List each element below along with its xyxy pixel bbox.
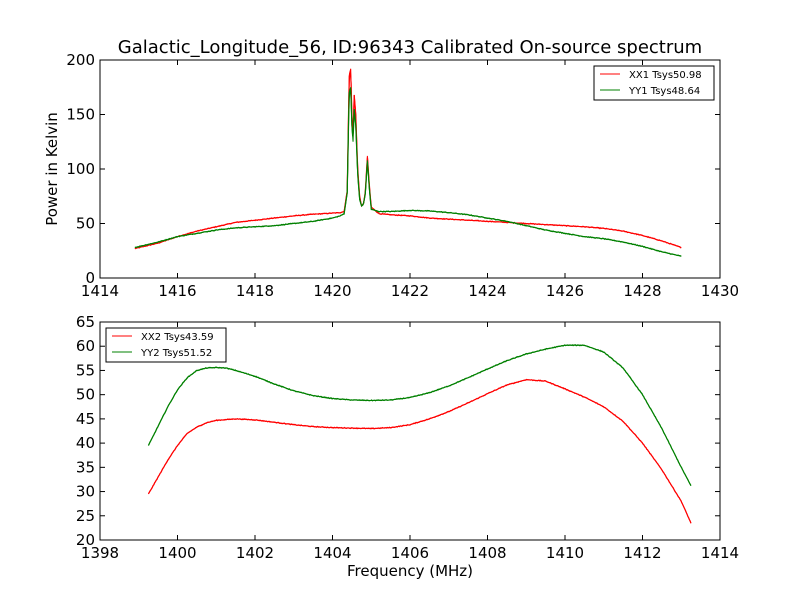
- bottom-plot-y-tick-label: 60: [76, 337, 95, 355]
- bottom-plot-x-tick-label: 1398: [81, 544, 119, 562]
- bottom-plot-x-tick-label: 1410: [546, 544, 584, 562]
- bottom-plot-y-tick-label: 55: [76, 361, 95, 379]
- bottom-plot-x-tick-label: 1404: [313, 544, 351, 562]
- bottom-plot-x-tick-label: 1406: [391, 544, 429, 562]
- bottom-plot-legend: XX2 Tsys43.59 YY2 Tsys51.52: [105, 327, 227, 363]
- bottom-plot-y-tick-label: 25: [76, 507, 95, 525]
- bottom-plot-y-tick-label: 35: [76, 458, 95, 476]
- bottom-plot-x-tick-label: 1400: [158, 544, 196, 562]
- bottom-plot-x-tick-label: 1414: [701, 544, 739, 562]
- bottom-plot-y-tick-label: 45: [76, 410, 95, 428]
- top-plot-y-tick-label: 200: [66, 51, 95, 69]
- bottom-plot-y-tick-label: 20: [76, 531, 95, 549]
- top-plot: Galactic_Longitude_56, ID:96343 Calibrat…: [43, 37, 739, 300]
- top-plot-y-tick-label: 150: [66, 106, 95, 124]
- bottom-plot-x-axis-label: Frequency (MHz): [347, 562, 473, 580]
- bottom-plot-legend-box: [105, 327, 227, 363]
- top-plot-series-group: [134, 68, 682, 257]
- top-plot-series-2-trace: [134, 87, 682, 257]
- bottom-plot-series-group: [147, 344, 692, 524]
- bottom-legend-label-yy2: YY2 Tsys51.52: [140, 348, 212, 359]
- top-plot-x-tick-label: 1424: [468, 282, 506, 300]
- bottom-plot-series-2-trace: [147, 344, 692, 486]
- top-plot-x-tick-label: 1428: [623, 282, 661, 300]
- top-plot-legend: XX1 Tsys50.98 YY1 Tsys48.64: [593, 65, 715, 101]
- top-plot-x-tick-label: 1420: [313, 282, 351, 300]
- top-plot-legend-box: [593, 65, 715, 101]
- top-plot-title: Galactic_Longitude_56, ID:96343 Calibrat…: [118, 37, 702, 58]
- top-plot-x-tick-label: 1430: [701, 282, 739, 300]
- bottom-plot-y-tick-label: 40: [76, 434, 95, 452]
- top-legend-label-xx1: XX1 Tsys50.98: [629, 70, 702, 81]
- top-legend-label-yy1: YY1 Tsys48.64: [628, 86, 700, 97]
- bottom-plot: 1398 1400 1402 1404 1406 1408 1410 1412 1414 20 25…: [76, 313, 739, 580]
- top-plot-x-tick-label: 1416: [158, 282, 196, 300]
- top-plot-y-axis-label: Power in Kelvin: [43, 112, 61, 226]
- bottom-plot-y-tick-label: 30: [76, 483, 95, 501]
- bottom-plot-ticks: 1398 1400 1402 1404 1406 1408 1410 1412 1414 20 25…: [76, 313, 739, 562]
- bottom-plot-y-tick-label: 65: [76, 313, 95, 331]
- bottom-plot-x-tick-label: 1412: [623, 544, 661, 562]
- bottom-plot-x-tick-label: 1402: [236, 544, 274, 562]
- top-plot-x-tick-label: 1422: [391, 282, 429, 300]
- top-plot-x-tick-label: 1414: [81, 282, 119, 300]
- bottom-plot-series-1-trace: [148, 379, 692, 524]
- top-plot-x-tick-label: 1418: [236, 282, 274, 300]
- bottom-plot-x-tick-label: 1408: [468, 544, 506, 562]
- top-plot-y-tick-label: 100: [66, 160, 95, 178]
- top-plot-ticks: 1414 1416 1418 1420 1422 1424 1426 1428 1430 0 50 1…: [66, 51, 739, 300]
- bottom-plot-y-tick-label: 50: [76, 386, 95, 404]
- bottom-legend-label-xx2: XX2 Tsys43.59: [141, 332, 214, 343]
- top-plot-y-tick-label: 0: [85, 269, 95, 287]
- top-plot-y-tick-label: 50: [76, 215, 95, 233]
- top-plot-x-tick-label: 1426: [546, 282, 584, 300]
